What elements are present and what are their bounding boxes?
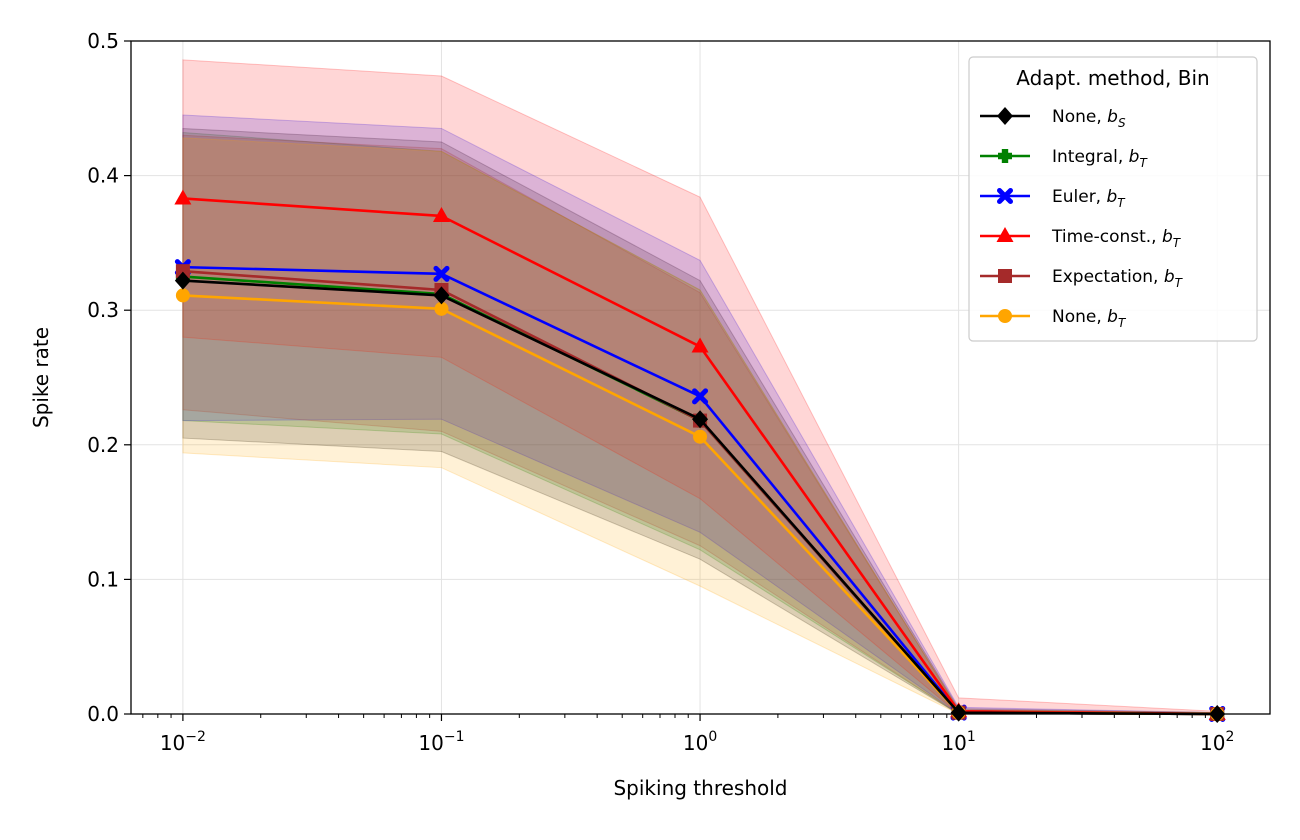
- data-point: [692, 410, 709, 429]
- legend-entry: Expectation, bT: [980, 267, 1184, 290]
- series-0: [174, 271, 1226, 723]
- legend-marker-stroke: [997, 188, 1013, 204]
- data-point: [174, 189, 192, 205]
- x-tick-label: 100: [683, 729, 717, 755]
- legend-label: None, bS: [1052, 107, 1126, 130]
- x-tick-label: 101: [941, 729, 975, 755]
- legend-marker: [997, 107, 1013, 125]
- data-point-stroke: [433, 265, 450, 282]
- legend-entry: None, bT: [980, 307, 1127, 330]
- x-tick-label: 102: [1200, 729, 1234, 755]
- data-point: [175, 288, 190, 303]
- legend-label: Euler, bT: [1052, 187, 1126, 210]
- legend-entry: None, bS: [980, 107, 1126, 130]
- legend-box: [968, 56, 1258, 342]
- data-point: [174, 271, 191, 290]
- data-point: [950, 703, 967, 722]
- y-tick-label: 0.0: [87, 702, 119, 726]
- legend-marker: [998, 309, 1012, 323]
- legend-marker: [998, 149, 1012, 163]
- legend-marker: [997, 188, 1013, 204]
- legend-marker: [996, 227, 1014, 242]
- data-point: [693, 429, 708, 444]
- y-tick-label: 0.1: [87, 567, 119, 591]
- data-point: [433, 286, 450, 305]
- data-point: [432, 206, 450, 222]
- axis-ticks: 10−2 10−1 100 101 102 0.0 0.1 0.2 0.3 0.4 0.5: [87, 29, 1234, 755]
- data-point: [691, 337, 709, 353]
- y-tick-label: 0.4: [87, 164, 119, 188]
- legend: Adapt. method, Bin None, bS Integral, bT E…: [968, 56, 1258, 342]
- legend-title: Adapt. method, Bin: [1016, 66, 1209, 90]
- data-point: [175, 264, 190, 279]
- x-tick-label: 10−1: [418, 729, 464, 755]
- data-point: [433, 265, 450, 282]
- x-tick-label: 10−2: [160, 729, 206, 755]
- y-tick-label: 0.2: [87, 433, 119, 457]
- data-point: [692, 388, 709, 405]
- series-lines: [174, 189, 1226, 723]
- legend-label: Expectation, bT: [1052, 267, 1184, 290]
- legend-entry: Integral, bT: [980, 147, 1148, 170]
- legend-label: None, bT: [1052, 307, 1127, 330]
- legend-marker: [998, 269, 1012, 283]
- data-point: [434, 301, 449, 316]
- x-axis-label: Spiking threshold: [613, 776, 787, 800]
- y-tick-label: 0.5: [87, 29, 119, 53]
- y-tick-label: 0.3: [87, 298, 119, 322]
- y-axis-label: Spike rate: [29, 327, 53, 428]
- legend-entry: Euler, bT: [980, 187, 1126, 210]
- legend-entries: None, bS Integral, bT Euler, bT Time-const.…: [980, 107, 1184, 330]
- legend-entry: Time-const., bT: [980, 227, 1182, 250]
- legend-label: Integral, bT: [1052, 147, 1148, 170]
- legend-label: Time-const., bT: [1051, 227, 1182, 250]
- data-point-stroke: [692, 388, 709, 405]
